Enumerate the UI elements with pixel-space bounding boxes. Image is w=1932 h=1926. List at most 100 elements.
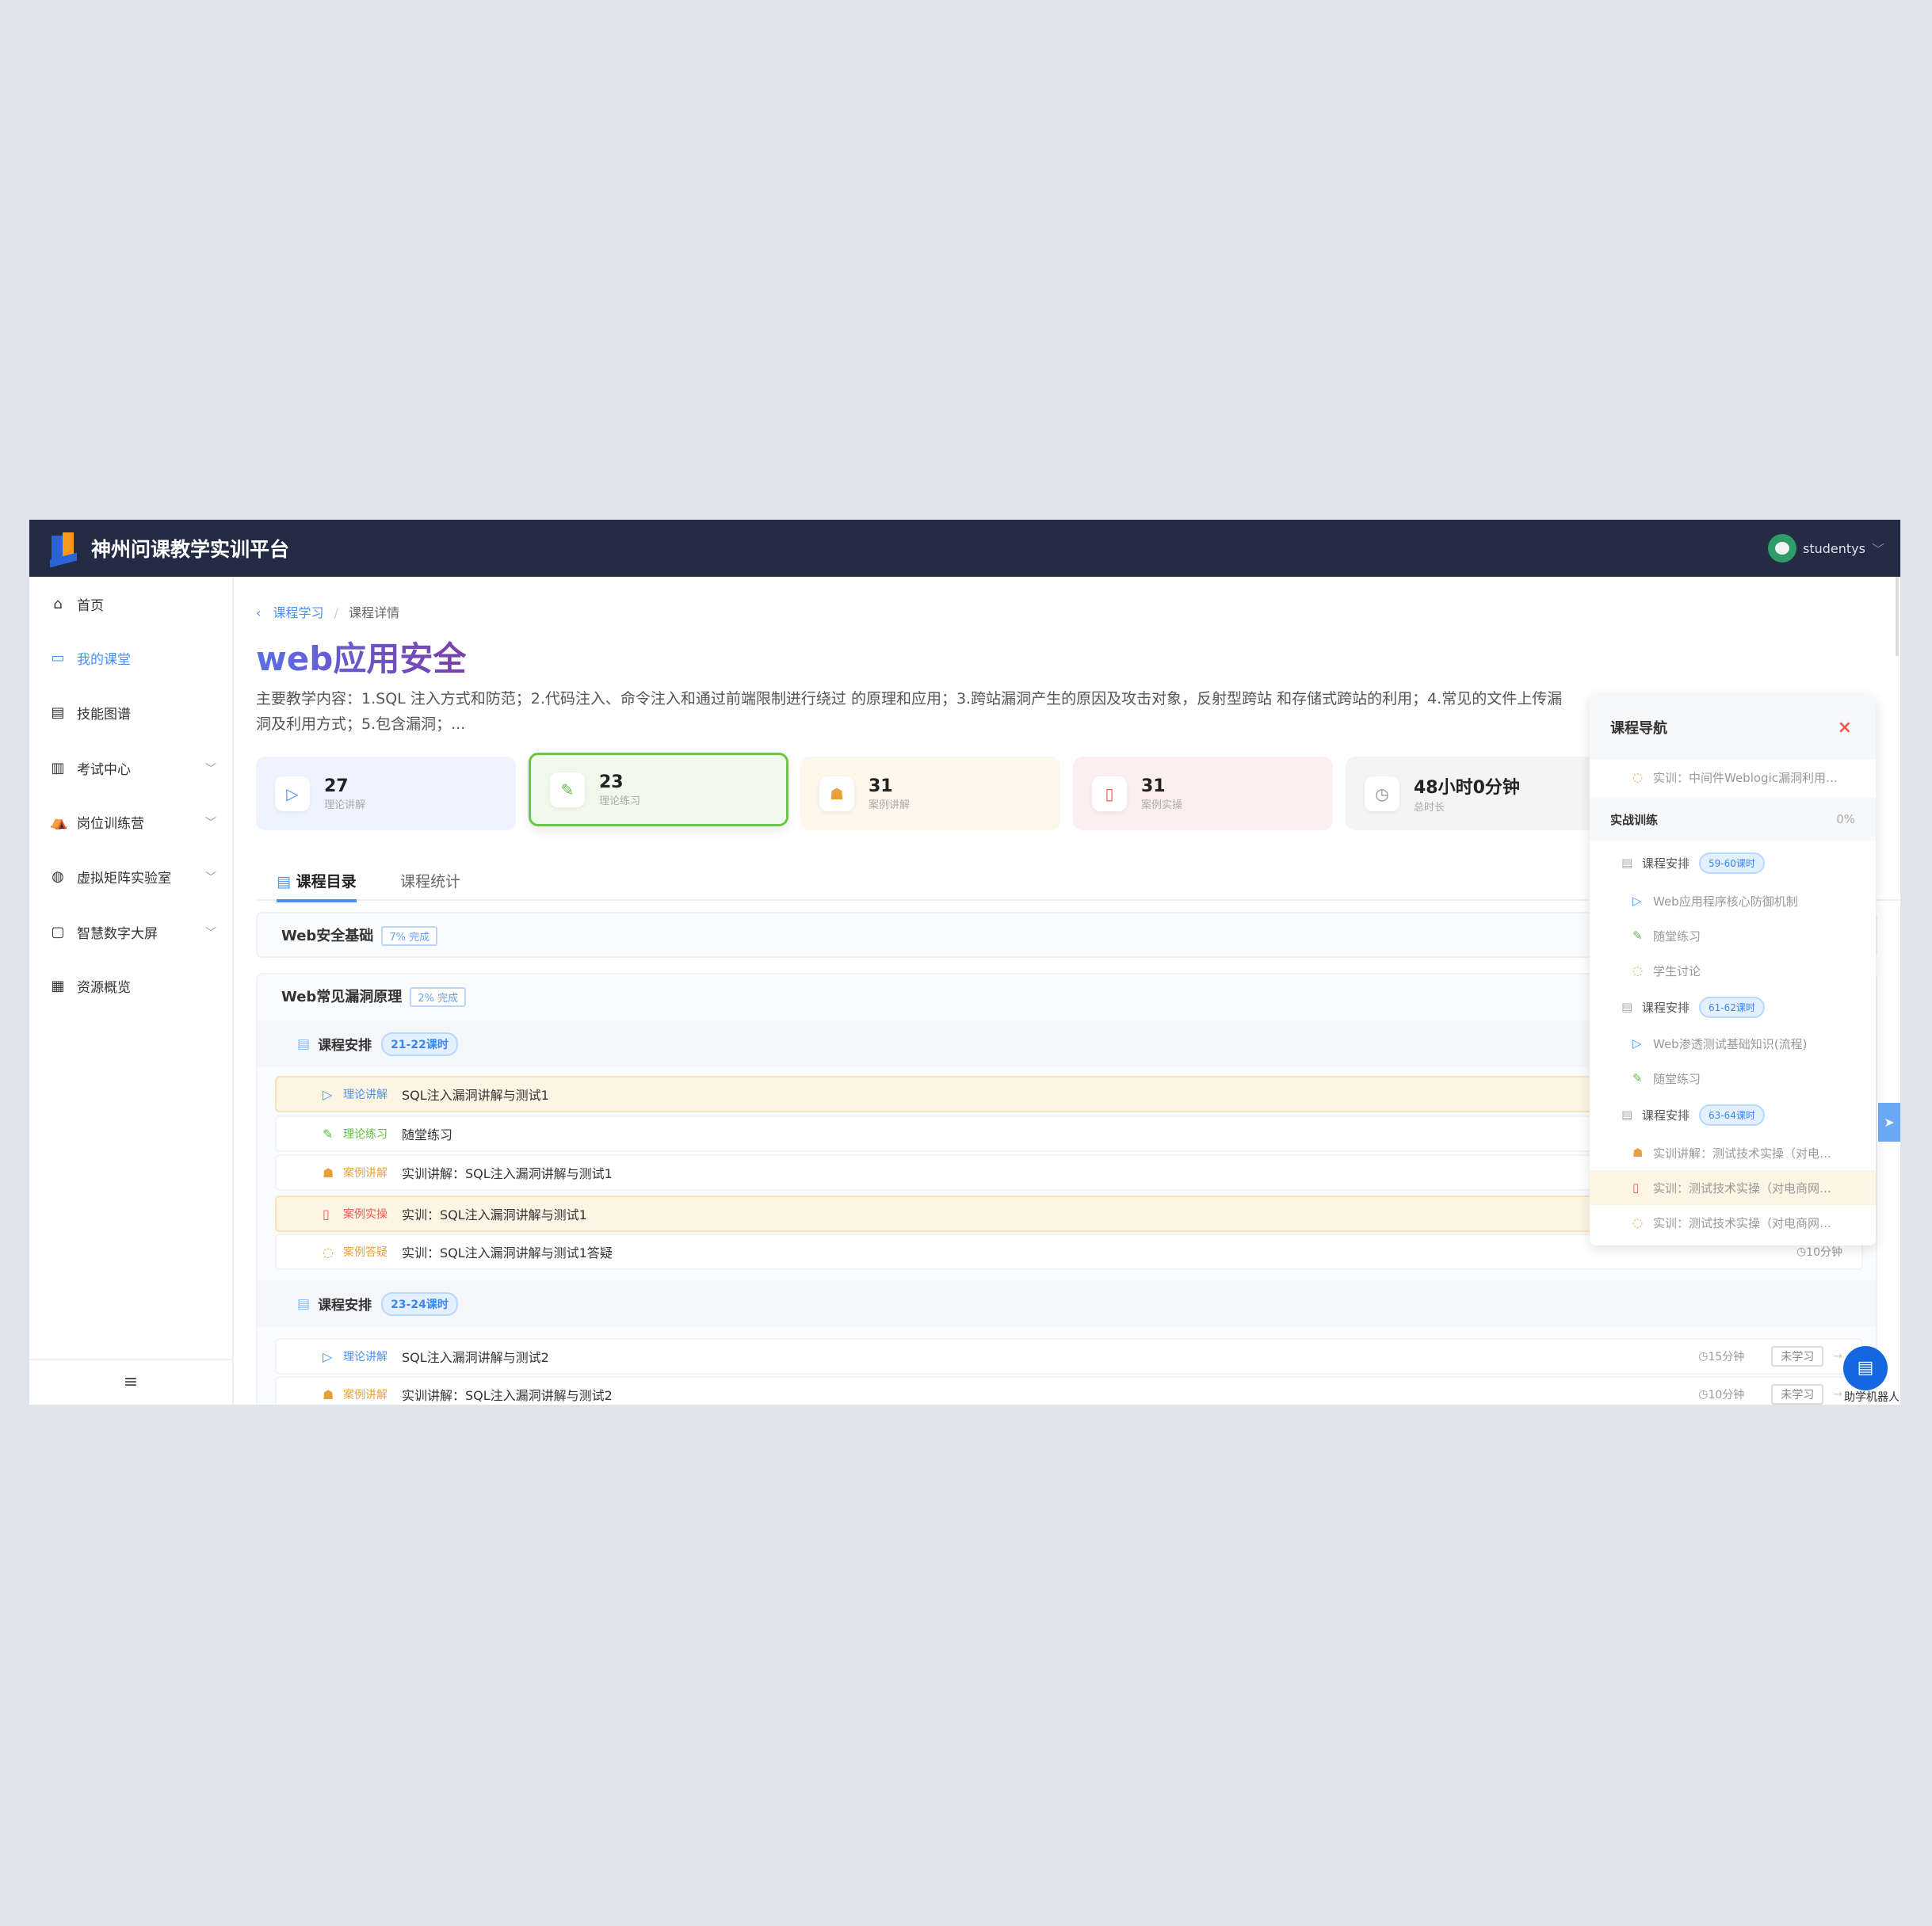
stat-card[interactable]: ✎ 23 理论练习: [529, 753, 788, 826]
catalog-icon: ▤: [277, 873, 296, 891]
arrow-right-icon[interactable]: →: [1833, 1388, 1842, 1401]
progress-badge: 7% 完成: [381, 926, 438, 946]
breadcrumb-parent[interactable]: 课程学习: [273, 605, 324, 620]
lesson-row[interactable]: ◌ 案例答疑 实训：SQL注入漏洞讲解与测试1答疑 ◷ 10分钟: [275, 1234, 1863, 1270]
stat-card[interactable]: ▯ 31 案例实操: [1073, 757, 1333, 830]
status-badge: 未学习: [1771, 1384, 1824, 1405]
clipboard-icon: ▯: [323, 1206, 330, 1222]
breadcrumb: ‹ 课程学习 / 课程详情: [256, 602, 399, 621]
document-icon: ▤: [51, 704, 65, 721]
sidebar-item[interactable]: ▥ 考试中心 ﹀: [50, 758, 216, 778]
arrow-right-icon[interactable]: →: [1833, 1350, 1842, 1363]
sidebar-item[interactable]: ▤ 技能图谱: [50, 703, 216, 723]
nav-item[interactable]: ✎ 随堂练习: [1590, 1061, 1876, 1096]
lesson-meta: ◷ 10分钟: [1796, 1244, 1842, 1260]
nav-item-text: 随堂练习: [1653, 929, 1701, 944]
tab-label: 课程统计: [400, 873, 461, 891]
nav-item-text: 实训：测试技术实操（对电商网…: [1653, 1180, 1832, 1196]
pencil-icon: ✎: [550, 772, 585, 807]
screen-icon: ▢: [51, 924, 65, 940]
nav-item[interactable]: ▷ Web应用程序核心防御机制: [1590, 883, 1876, 918]
tab-bar: ▤ 课程目录 课程统计: [256, 866, 1900, 902]
tab-catalog[interactable]: ▤ 课程目录: [277, 870, 357, 902]
sidebar-item-label: 技能图谱: [77, 707, 131, 723]
hours-badge: 61-62课时: [1699, 996, 1765, 1018]
lesson-name: 实训讲解：SQL注入漏洞讲解与测试2: [402, 1388, 613, 1403]
chat-icon: ◌: [1632, 1215, 1644, 1230]
sidebar-item[interactable]: ⛺ 岗位训练营 ﹀: [50, 812, 216, 832]
assistant-chat-button[interactable]: ▤: [1843, 1346, 1888, 1390]
sidebar-item[interactable]: ⌂ 首页: [50, 594, 216, 614]
stat-card[interactable]: ☗ 31 案例讲解: [800, 757, 1060, 830]
document-icon: ▤: [297, 1035, 311, 1052]
duration: 10分钟: [1708, 1389, 1745, 1402]
brand-name: 神州问课教学实训平台: [91, 538, 290, 561]
stat-label: 理论讲解: [324, 799, 366, 811]
play-icon: ▷: [1632, 1036, 1642, 1051]
nav-item-text: 课程安排: [1642, 1000, 1690, 1015]
chapter-title: Web安全基础 7% 完成: [281, 925, 438, 946]
case-icon: ☗: [323, 1386, 334, 1402]
sidebar-item[interactable]: ▢ 智慧数字大屏 ﹀: [50, 922, 216, 942]
case-icon: ☗: [1632, 1146, 1644, 1160]
chevron-down-icon: ﹀: [205, 762, 216, 776]
sidebar-item[interactable]: ▦ 资源概览: [50, 976, 216, 996]
sidebar-item[interactable]: ▭ 我的课堂: [50, 648, 216, 668]
back-icon[interactable]: ‹: [256, 605, 262, 620]
collapse-menu-icon[interactable]: ≡: [29, 1359, 232, 1405]
chevron-down-icon: ﹀: [205, 816, 216, 830]
nav-item-text: 实训：测试技术实操（对电商网…: [1653, 1215, 1832, 1230]
sidebar-item-label: 资源概览: [77, 980, 131, 996]
chapter-name: Web安全基础: [281, 928, 374, 944]
sidebar-item-label: 我的课堂: [77, 652, 131, 668]
stat-label: 案例讲解: [869, 799, 911, 811]
lesson-name: 随堂练习: [402, 1127, 453, 1142]
clipboard-icon: ▯: [1092, 776, 1127, 811]
pencil-icon: ✎: [1632, 1071, 1643, 1085]
clipboard-icon: ▯: [1632, 1180, 1640, 1195]
clock-icon: ◷: [1698, 1350, 1709, 1363]
stat-text: 31 案例实操: [1127, 776, 1182, 811]
nav-item[interactable]: ☗ 实训讲解：测试技术实操（对电…: [1590, 1135, 1876, 1170]
lesson-type: 理论讲解: [343, 1089, 388, 1101]
stat-card[interactable]: ▷ 27 理论讲解: [256, 757, 516, 830]
nav-item-text: 实战训练: [1610, 812, 1659, 827]
lesson-row[interactable]: ☗ 案例讲解 实训讲解：SQL注入漏洞讲解与测试2 ◷ 10分钟 未学习 →: [275, 1376, 1863, 1405]
sidebar-item[interactable]: ◍ 虚拟矩阵实验室 ﹀: [50, 867, 216, 887]
nav-panel-header: 课程导航 ×: [1590, 695, 1876, 760]
nav-item[interactable]: 实战训练 0%: [1590, 798, 1876, 841]
stat-card[interactable]: ◷ 48小时0分钟 总时长: [1346, 757, 1606, 830]
chat-icon: ◌: [1632, 770, 1644, 784]
stat-value: 31: [869, 776, 893, 796]
nav-item[interactable]: ▤ 课程安排 59-60课时: [1590, 845, 1876, 880]
lesson-row[interactable]: ▷ 理论讲解 SQL注入漏洞讲解与测试2 ◷ 15分钟 未学习 →: [275, 1338, 1863, 1375]
nav-toggle-button[interactable]: ➤: [1878, 1103, 1900, 1142]
case-icon: ☗: [323, 1165, 334, 1180]
stat-label: 案例实操: [1141, 799, 1183, 811]
scrollbar[interactable]: [1896, 577, 1899, 656]
lesson-name: SQL注入漏洞讲解与测试1: [402, 1088, 549, 1103]
nav-item[interactable]: ✎ 随堂练习: [1590, 918, 1876, 953]
nav-item[interactable]: ▤ 课程安排 61-62课时: [1590, 990, 1876, 1024]
tab-stats[interactable]: 课程统计: [400, 870, 460, 891]
page-title: web应用安全: [256, 632, 466, 681]
chapter-title: Web常见漏洞原理 2% 完成: [281, 986, 467, 1007]
nav-item[interactable]: ▤ 课程安排 63-64课时: [1590, 1097, 1876, 1132]
nav-item[interactable]: ▯ 实训：测试技术实操（对电商网…: [1590, 1170, 1876, 1205]
close-icon[interactable]: ×: [1837, 717, 1852, 738]
lesson-name: 实训：SQL注入漏洞讲解与测试1: [402, 1207, 587, 1222]
nav-item-text: 实训讲解：测试技术实操（对电…: [1653, 1146, 1832, 1161]
nav-item[interactable]: ◌ 实训：测试技术实操（对电商网…: [1590, 1205, 1876, 1240]
stat-text: 48小时0分钟 总时长: [1399, 773, 1520, 814]
user-menu[interactable]: studentys ﹀: [1768, 534, 1884, 563]
nav-item-text: 学生讨论: [1653, 963, 1701, 978]
chevron-down-icon: ﹀: [205, 871, 216, 884]
clock-icon: ◷: [1796, 1245, 1807, 1258]
nav-item[interactable]: ◌ 实训：中间件Weblogic漏洞利用…: [1590, 760, 1876, 795]
nav-item[interactable]: ▷ Web渗透测试基础知识(流程): [1590, 1026, 1876, 1061]
play-icon: ▷: [323, 1086, 333, 1102]
sidebar-item-label: 考试中心: [77, 762, 131, 778]
tab-label: 课程目录: [296, 873, 357, 891]
nav-item[interactable]: ◌ 学生讨论: [1590, 953, 1876, 988]
lesson-group-header[interactable]: ▤ 课程安排 23-24课时: [258, 1280, 1876, 1327]
